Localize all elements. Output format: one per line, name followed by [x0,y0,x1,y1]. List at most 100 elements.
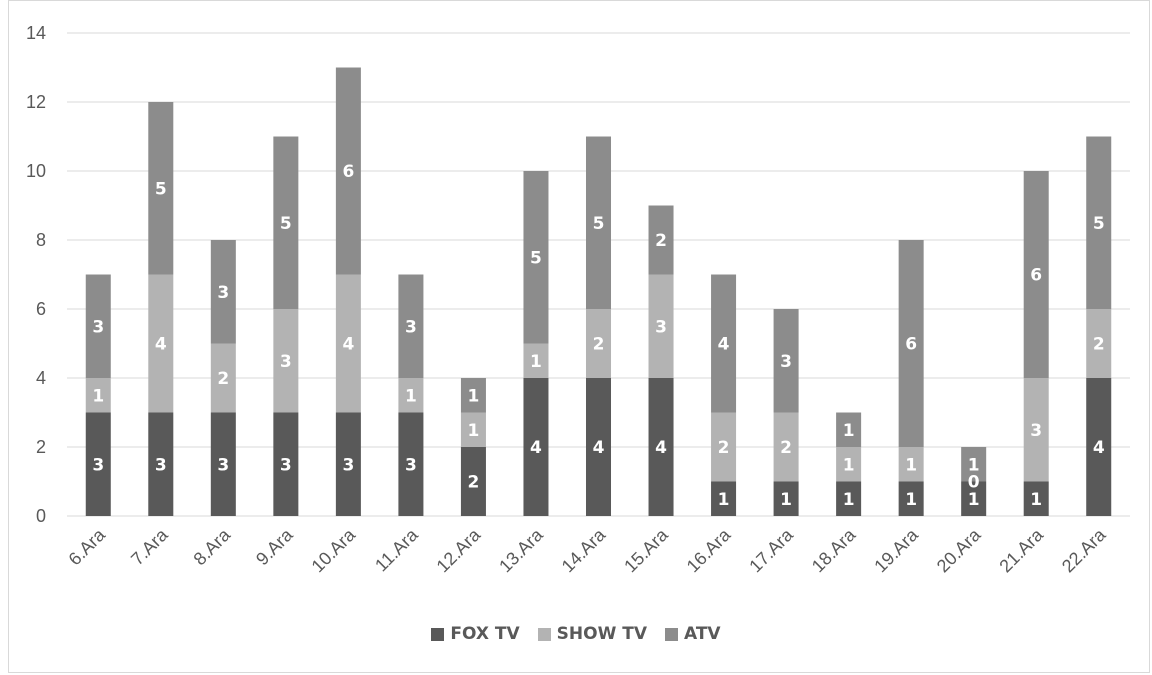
bar-segment [398,412,424,516]
bar-segment [1023,378,1049,482]
data-label: 4 [718,335,730,355]
data-label: 5 [155,179,167,199]
bar-segment [1086,136,1112,309]
bar-segment [210,240,236,344]
x-tick-label: 14.Ara [558,524,610,576]
bars [85,67,1112,516]
bar-segment [1086,309,1112,378]
data-label: 3 [780,352,792,372]
data-label: 1 [968,490,980,510]
data-label: 1 [843,490,855,510]
x-tick-label: 22.Ara [1058,524,1110,576]
bar-segment [836,412,862,447]
data-label: 4 [655,438,667,458]
x-tick-label: 7.Ara [127,524,172,569]
x-tick-label: 10.Ara [308,524,360,576]
data-label: 2 [593,335,605,355]
data-label: 3 [217,283,229,303]
data-label: 2 [1093,335,1105,355]
bar-segment [335,412,361,516]
data-label: 1 [718,490,730,510]
data-label: 3 [92,317,104,337]
legend-label: SHOW TV [556,624,647,644]
bar-segment [85,378,111,413]
bar-segment [523,343,549,378]
bar-segment [711,274,737,413]
bar-segment [460,412,486,447]
bar-segment [711,412,737,482]
y-axis-ticks: 0 2 4 6 8 10 12 14 [26,23,46,526]
bar-segment [648,274,674,378]
x-tick-label: 17.Ara [745,524,797,576]
bar-segment [273,309,299,413]
bar-segment [148,274,174,413]
legend-label: ATV [684,624,721,644]
bar-segment [711,481,737,516]
bar-segment [273,412,299,516]
y-tick-label: 8 [36,230,46,250]
bar-segment [210,343,236,413]
bar-segment [898,240,924,447]
data-label: 4 [342,335,354,355]
bar-segment [335,274,361,413]
data-label: 6 [905,335,917,355]
legend-item: ATV [665,624,721,644]
x-tick-label: 13.Ara [495,524,547,576]
y-tick-label: 14 [26,23,46,43]
data-label: 6 [342,162,354,182]
x-tick-label: 12.Ara [433,524,485,576]
data-label: 3 [1030,421,1042,441]
x-tick-label: 16.Ara [683,524,735,576]
bar-segment [585,309,612,378]
data-label: 2 [468,473,480,493]
y-tick-label: 12 [26,92,46,112]
data-label: 1 [405,386,417,406]
bar-segment [273,136,299,309]
bar-segment [85,274,111,378]
data-labels: 3 1 3 3 4 5 3 2 3 3 3 5 3 4 6 3 1 3 2 1 1 4 1 5 4 2 5 4 3 2 1 2 4 1 2 3 1 1 1 1… [92,162,1104,510]
legend-item: SHOW TV [537,624,647,644]
data-label: 1 [843,421,855,441]
x-tick-label: 21.Ara [995,524,1047,576]
data-label: 3 [405,455,417,475]
bar-segment [398,378,424,413]
x-tick-label: 11.Ara [371,524,422,575]
data-label: 0 [968,473,980,493]
legend-label: FOX TV [450,624,520,644]
data-label: 5 [1093,214,1105,234]
x-tick-label: 18.Ara [808,524,860,576]
data-label: 4 [593,438,605,458]
bar-segment [898,447,924,482]
bar-segment [1023,171,1049,378]
legend-item: FOX TV [431,624,520,644]
x-tick-label: 19.Ara [870,524,922,576]
bar-segment [836,447,862,482]
bar-segment [585,378,612,516]
x-tick-label: 9.Ara [252,524,297,569]
legend-swatch [431,627,445,641]
y-tick-label: 4 [36,368,46,388]
data-label: 4 [530,438,542,458]
bar-segment [1023,481,1049,516]
x-tick-label: 15.Ara [620,524,672,576]
bar-segment [961,447,987,482]
data-label: 1 [843,455,855,475]
data-label: 1 [780,490,792,510]
bar-segment [898,481,924,516]
x-tick-label: 20.Ara [933,524,985,576]
bar-segment [460,447,486,516]
legend-swatch [665,627,678,641]
bar-segment [648,205,674,275]
x-axis-ticks: 6.Ara 7.Ara 8.Ara 9.Ara 10.Ara 11.Ara 12.Ara 13… [65,524,1111,576]
data-label: 6 [1030,266,1042,286]
data-label: 1 [905,490,917,510]
data-label: 1 [92,386,104,406]
data-label: 3 [92,455,104,475]
data-label: 5 [280,214,292,234]
data-label: 5 [530,248,542,268]
data-label: 3 [655,317,667,337]
data-label: 3 [342,455,354,475]
y-tick-label: 0 [36,506,46,526]
y-tick-label: 2 [36,437,46,457]
